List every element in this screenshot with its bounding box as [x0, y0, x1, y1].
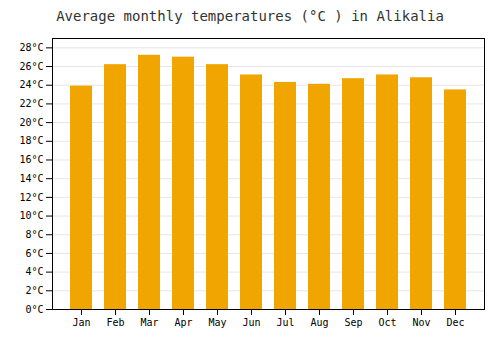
svg-text:8°C: 8°C: [25, 229, 43, 240]
svg-text:Jun: Jun: [242, 317, 260, 328]
svg-text:May: May: [208, 317, 226, 328]
svg-text:Nov: Nov: [412, 317, 430, 328]
svg-text:28°C: 28°C: [19, 42, 43, 53]
svg-text:0°C: 0°C: [25, 304, 43, 315]
svg-text:Sep: Sep: [344, 317, 362, 328]
svg-text:24°C: 24°C: [19, 79, 43, 90]
svg-text:18°C: 18°C: [19, 135, 43, 146]
svg-text:20°C: 20°C: [19, 117, 43, 128]
svg-text:Feb: Feb: [106, 317, 124, 328]
svg-text:Jul: Jul: [276, 317, 294, 328]
svg-text:10°C: 10°C: [19, 210, 43, 221]
svg-text:2°C: 2°C: [25, 285, 43, 296]
svg-text:Aug: Aug: [310, 317, 328, 328]
svg-text:14°C: 14°C: [19, 173, 43, 184]
svg-text:Mar: Mar: [140, 317, 158, 328]
svg-text:4°C: 4°C: [25, 266, 43, 277]
svg-text:Oct: Oct: [378, 317, 396, 328]
html-text:Average monthly temperatures (: Average monthly temperatures (°C ) in Al…: [56, 8, 444, 24]
svg-text:16°C: 16°C: [19, 154, 43, 165]
svg-text:6°C: 6°C: [25, 248, 43, 259]
svg-text:Apr: Apr: [174, 317, 192, 328]
svg-text:22°C: 22°C: [19, 98, 43, 109]
svg-text:26°C: 26°C: [19, 61, 43, 72]
svg-text:12°C: 12°C: [19, 192, 43, 203]
svg-text:Jan: Jan: [72, 317, 90, 328]
svg-text:Dec: Dec: [446, 317, 464, 328]
